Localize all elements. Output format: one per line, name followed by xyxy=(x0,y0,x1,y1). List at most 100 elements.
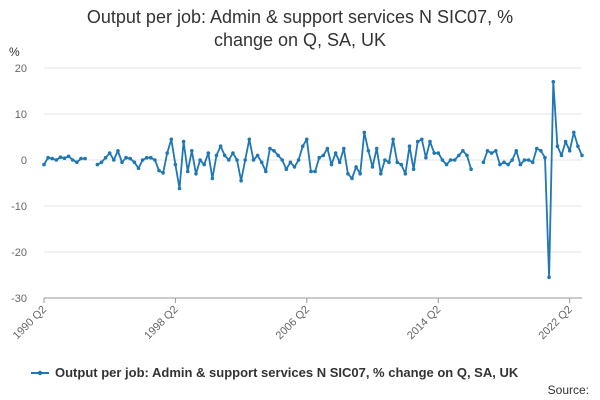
data-point[interactable] xyxy=(255,153,260,158)
data-point[interactable] xyxy=(235,158,239,162)
data-point[interactable] xyxy=(436,151,441,155)
data-point[interactable] xyxy=(366,149,371,153)
data-point[interactable] xyxy=(70,158,75,162)
data-point[interactable] xyxy=(354,165,358,169)
data-point[interactable] xyxy=(62,156,67,160)
data-point[interactable] xyxy=(210,176,215,181)
data-point[interactable] xyxy=(428,139,432,144)
data-point[interactable] xyxy=(502,160,506,165)
data-point[interactable] xyxy=(46,155,50,160)
data-point[interactable] xyxy=(321,153,326,158)
data-point[interactable] xyxy=(251,158,256,162)
data-point[interactable] xyxy=(161,171,165,175)
data-point[interactable] xyxy=(432,151,437,155)
data-point[interactable] xyxy=(424,155,428,160)
data-point[interactable] xyxy=(374,146,379,151)
data-point[interactable] xyxy=(539,149,543,153)
data-point[interactable] xyxy=(465,153,469,158)
data-point[interactable] xyxy=(362,130,367,135)
data-point[interactable] xyxy=(370,165,375,169)
data-point[interactable] xyxy=(514,149,519,153)
data-point[interactable] xyxy=(452,158,457,162)
data-point[interactable] xyxy=(444,162,449,167)
data-point[interactable] xyxy=(530,160,535,165)
data-point[interactable] xyxy=(185,169,190,174)
data-point[interactable] xyxy=(391,137,395,142)
data-point[interactable] xyxy=(243,158,247,162)
data-point[interactable] xyxy=(543,155,547,160)
data-point[interactable] xyxy=(83,156,87,161)
data-point[interactable] xyxy=(325,146,330,151)
data-point[interactable] xyxy=(276,153,280,158)
data-point[interactable] xyxy=(214,153,219,158)
data-point[interactable] xyxy=(350,176,354,181)
data-point[interactable] xyxy=(461,149,465,153)
data-point[interactable] xyxy=(305,137,309,142)
data-point[interactable] xyxy=(547,275,551,280)
data-point[interactable] xyxy=(177,186,182,191)
data-point[interactable] xyxy=(206,151,211,155)
data-point[interactable] xyxy=(407,144,412,148)
data-point[interactable] xyxy=(563,139,568,144)
data-point[interactable] xyxy=(202,162,206,167)
data-point[interactable] xyxy=(173,162,178,167)
data-point[interactable] xyxy=(54,158,59,162)
data-point[interactable] xyxy=(136,166,141,171)
data-point[interactable] xyxy=(415,139,420,144)
data-point[interactable] xyxy=(280,158,285,162)
data-point[interactable] xyxy=(329,162,334,167)
data-point[interactable] xyxy=(535,146,539,151)
data-point[interactable] xyxy=(272,149,276,153)
data-point[interactable] xyxy=(300,144,305,148)
data-point[interactable] xyxy=(551,80,556,84)
data-point[interactable] xyxy=(567,149,572,153)
data-point[interactable] xyxy=(116,149,120,153)
data-point[interactable] xyxy=(231,151,235,155)
data-point[interactable] xyxy=(333,151,338,155)
data-point[interactable] xyxy=(317,155,322,160)
data-point[interactable] xyxy=(510,158,514,162)
data-point[interactable] xyxy=(198,158,202,162)
data-point[interactable] xyxy=(218,144,223,148)
data-point[interactable] xyxy=(522,158,527,162)
data-point[interactable] xyxy=(66,154,71,159)
data-point[interactable] xyxy=(268,146,272,151)
data-point[interactable] xyxy=(157,168,161,173)
data-point[interactable] xyxy=(264,169,268,174)
data-point[interactable] xyxy=(379,172,383,176)
data-point[interactable] xyxy=(149,155,153,160)
data-point[interactable] xyxy=(358,172,363,176)
data-point[interactable] xyxy=(222,153,227,158)
data-point[interactable] xyxy=(580,153,584,158)
data-point[interactable] xyxy=(399,162,404,167)
legend[interactable]: Output per job: Admin & support services… xyxy=(31,365,519,380)
data-point[interactable] xyxy=(518,162,523,167)
data-point[interactable] xyxy=(132,160,137,165)
data-point[interactable] xyxy=(440,158,445,162)
data-point[interactable] xyxy=(576,144,580,148)
data-point[interactable] xyxy=(498,162,502,167)
data-point[interactable] xyxy=(342,146,346,151)
data-point[interactable] xyxy=(457,153,461,158)
data-point[interactable] xyxy=(50,156,54,161)
data-point[interactable] xyxy=(346,172,350,176)
data-point[interactable] xyxy=(95,162,100,167)
data-point[interactable] xyxy=(190,149,194,153)
data-point[interactable] xyxy=(526,158,531,162)
data-point[interactable] xyxy=(144,155,149,160)
data-point[interactable] xyxy=(165,151,169,155)
data-point[interactable] xyxy=(284,167,289,171)
data-point[interactable] xyxy=(194,172,198,176)
data-point[interactable] xyxy=(239,178,243,183)
data-point[interactable] xyxy=(42,162,46,167)
data-point[interactable] xyxy=(288,160,293,165)
data-point[interactable] xyxy=(559,153,564,158)
data-point[interactable] xyxy=(227,158,231,162)
data-point[interactable] xyxy=(103,155,108,160)
data-point[interactable] xyxy=(485,149,490,153)
data-point[interactable] xyxy=(337,160,342,165)
data-point[interactable] xyxy=(259,160,264,165)
data-point[interactable] xyxy=(153,158,157,162)
data-point[interactable] xyxy=(387,160,391,165)
data-point[interactable] xyxy=(494,149,498,153)
